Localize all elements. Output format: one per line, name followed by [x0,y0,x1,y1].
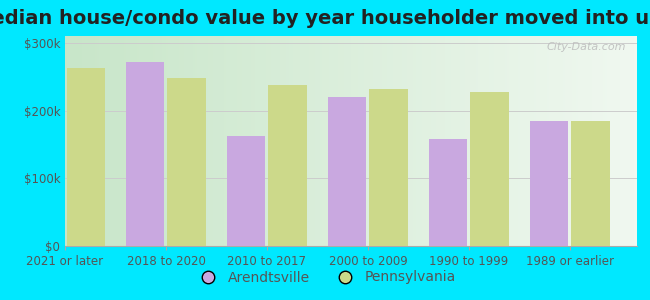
Text: Median house/condo value by year householder moved into unit: Median house/condo value by year househo… [0,9,650,28]
Bar [168,78,206,246]
Legend: Arendtsville, Pennsylvania: Arendtsville, Pennsylvania [189,265,461,290]
Bar [126,62,164,246]
Bar [66,68,105,246]
Bar [328,97,367,246]
Bar [471,92,509,246]
Text: City-Data.com: City-Data.com [546,42,625,52]
Bar [571,121,610,246]
Bar [429,139,467,246]
Bar [369,89,408,246]
Bar [268,85,307,246]
Bar [227,136,265,246]
Bar [530,121,568,246]
